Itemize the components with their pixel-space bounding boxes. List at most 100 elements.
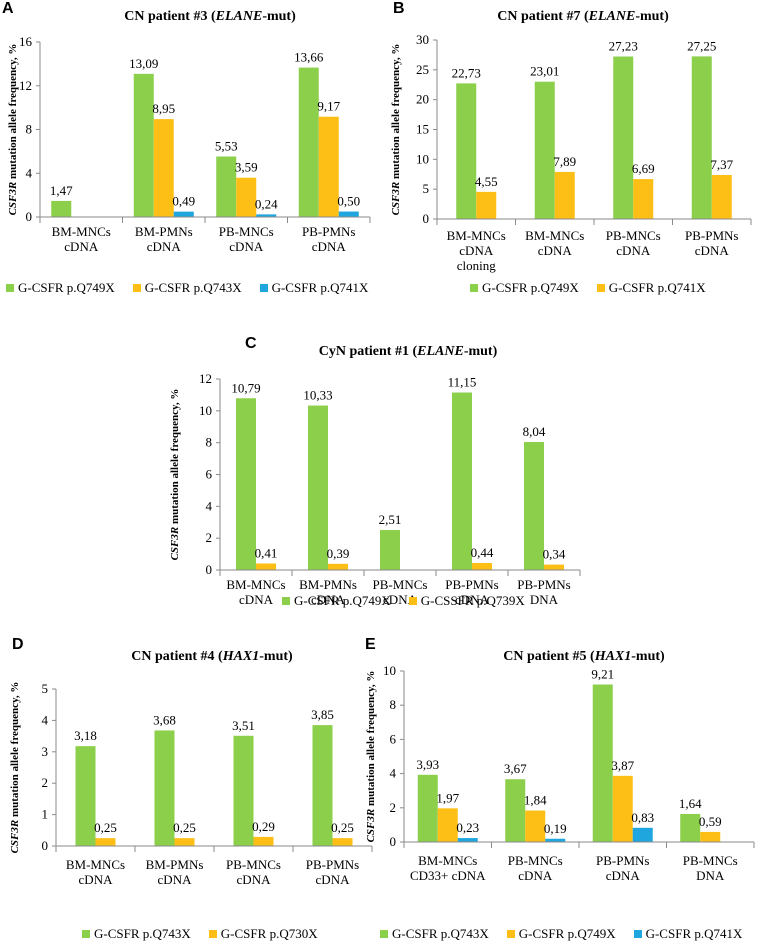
y-tick-label: 1 xyxy=(42,807,49,822)
category-label: cDNA xyxy=(316,872,351,887)
legend-d: G-CSFR p.Q743X G-CSFR p.Q730X xyxy=(82,926,318,942)
category-label: cDNA xyxy=(239,592,274,607)
bar-d-s0-c1 xyxy=(154,730,175,846)
bar-e-s1-c3 xyxy=(700,831,721,842)
category-label: BM-MNCs xyxy=(52,224,111,239)
panel-label-b: B xyxy=(393,0,405,17)
legend-item: G-CSSFR p.Q739X xyxy=(408,593,525,609)
bar-e-s1-c1 xyxy=(525,810,546,842)
legend-item: G-CSFR p.Q730X xyxy=(208,926,318,942)
category-label: cDNA xyxy=(312,239,347,254)
legend-swatch xyxy=(408,597,417,605)
legend-swatch xyxy=(380,930,388,938)
data-label: 0,44 xyxy=(471,545,494,560)
legend-swatch xyxy=(259,284,268,292)
legend-item: G-CSFR p.Q743X xyxy=(132,280,242,296)
bar-c-s1-c0 xyxy=(256,563,276,570)
bar-e-s1-c0 xyxy=(437,808,458,842)
category-label: BM-MNCs xyxy=(66,857,125,872)
legend-item: G-CSFR p.Q749X xyxy=(506,926,616,942)
y-tick-label: 2 xyxy=(42,775,49,790)
y-tick-label: 0 xyxy=(42,838,49,853)
bar-b-s0-c2 xyxy=(613,56,634,220)
y-tick-label: 10 xyxy=(383,663,396,678)
y-axis-label-d: CSF3R mutation allele frequency, % xyxy=(9,682,21,854)
category-label: cDNA xyxy=(64,239,99,254)
bar-b-s1-c3 xyxy=(711,175,732,219)
chart-d: CN patient #4 (HAX1-mut) CSF3R mutation a… xyxy=(9,649,373,887)
category-label: cDNA xyxy=(79,872,114,887)
y-tick-label: 8 xyxy=(26,122,33,137)
chart-title-d: CN patient #4 (HAX1-mut) xyxy=(131,649,293,664)
data-label: 3,59 xyxy=(235,160,258,175)
chart-b: CN patient #7 (ELANE-mut) CSF3R mutation … xyxy=(390,9,752,273)
legend-e: G-CSFR p.Q743X G-CSFR p.Q749X G-CSFR p.Q74… xyxy=(380,926,742,942)
data-label: 13,09 xyxy=(129,56,158,71)
legend-swatch xyxy=(208,930,217,938)
y-tick-label: 10 xyxy=(199,403,212,418)
category-label: DNA xyxy=(696,868,725,883)
chart-title-a: CN patient #3 (ELANE-mut) xyxy=(124,9,296,24)
data-label: 0,50 xyxy=(337,194,360,209)
bar-a-s0-c2 xyxy=(216,156,237,217)
category-label: cloning xyxy=(457,258,496,273)
bar-a-s2-c2 xyxy=(256,214,277,217)
data-label: 5,53 xyxy=(215,139,238,154)
data-label: 8,04 xyxy=(523,424,546,439)
y-tick-label: 6 xyxy=(206,467,213,482)
bar-e-s1-c2 xyxy=(612,775,633,842)
bar-d-s1-c2 xyxy=(253,836,274,846)
category-label: BM-PMNs xyxy=(135,224,193,239)
data-label: 0,83 xyxy=(631,810,654,825)
y-tick-label: 6 xyxy=(390,731,397,746)
bar-b-s0-c0 xyxy=(456,83,477,219)
y-tick-label: 4 xyxy=(390,766,397,781)
data-label: 0,34 xyxy=(543,547,566,562)
data-label: 8,95 xyxy=(152,101,175,116)
category-label: PB-MNCs xyxy=(226,857,281,872)
chart-title-b: CN patient #7 (ELANE-mut) xyxy=(497,9,669,24)
legend-label: G-CSFR p.Q741X xyxy=(645,926,743,941)
data-label: 0,39 xyxy=(327,546,350,561)
bar-c-s0-c1 xyxy=(308,405,328,570)
category-label: PB-PMNs xyxy=(306,857,359,872)
bar-d-s1-c0 xyxy=(95,838,116,846)
legend-label: G-CSFR p.Q743X xyxy=(94,926,191,941)
bar-b-s1-c2 xyxy=(633,179,654,219)
y-tick-label: 0 xyxy=(390,834,397,849)
bar-d-s1-c1 xyxy=(174,838,195,846)
y-tick-label: 8 xyxy=(206,435,213,450)
y-axis-label-e: CSF3R mutation allele frequency, % xyxy=(365,671,377,843)
data-label: 3,87 xyxy=(611,758,634,773)
category-label: cDNA xyxy=(147,239,182,254)
legend-swatch xyxy=(132,284,141,292)
bar-e-s2-c1 xyxy=(545,838,566,842)
bar-c-s1-c3 xyxy=(472,562,492,570)
panel-c: C CyN patient #1 (ELANE-mut) CSF3R mutati… xyxy=(160,335,620,615)
bar-a-s0-c1 xyxy=(133,73,154,217)
data-label: 0,24 xyxy=(255,196,278,211)
data-label: 0,25 xyxy=(331,820,354,835)
category-label: cDNA xyxy=(158,872,193,887)
data-label: 23,01 xyxy=(530,64,559,79)
category-label: PB-MNCs xyxy=(683,853,738,868)
category-label: PB-MNCs xyxy=(606,228,661,243)
bar-b-s0-c1 xyxy=(534,81,555,219)
chart-c: CyN patient #1 (ELANE-mut) CSF3R mutation… xyxy=(169,344,581,607)
category-label: cDNA xyxy=(518,868,553,883)
chart-e: CN patient #5 (HAX1-mut) CSF3R mutation a… xyxy=(365,649,755,883)
bar-e-s2-c0 xyxy=(457,838,478,842)
data-label: 0,25 xyxy=(173,820,196,835)
data-label: 3,51 xyxy=(232,718,255,733)
bar-b-s1-c1 xyxy=(554,171,575,219)
bar-e-s0-c3 xyxy=(680,813,701,842)
y-axis-label-b: CSF3R mutation allele frequency, % xyxy=(390,44,402,216)
bar-d-s0-c0 xyxy=(75,746,96,846)
chart-title-c: CyN patient #1 (ELANE-mut) xyxy=(319,344,498,359)
y-tick-label: 20 xyxy=(416,92,429,107)
category-label: BM-MNCs xyxy=(226,577,285,592)
bar-e-s0-c0 xyxy=(417,774,438,842)
legend-item: G-CSFR p.Q749X xyxy=(282,593,391,609)
legend-item: G-CSFR p.Q741X xyxy=(596,280,706,296)
category-label: BM-PMNs xyxy=(299,577,357,592)
